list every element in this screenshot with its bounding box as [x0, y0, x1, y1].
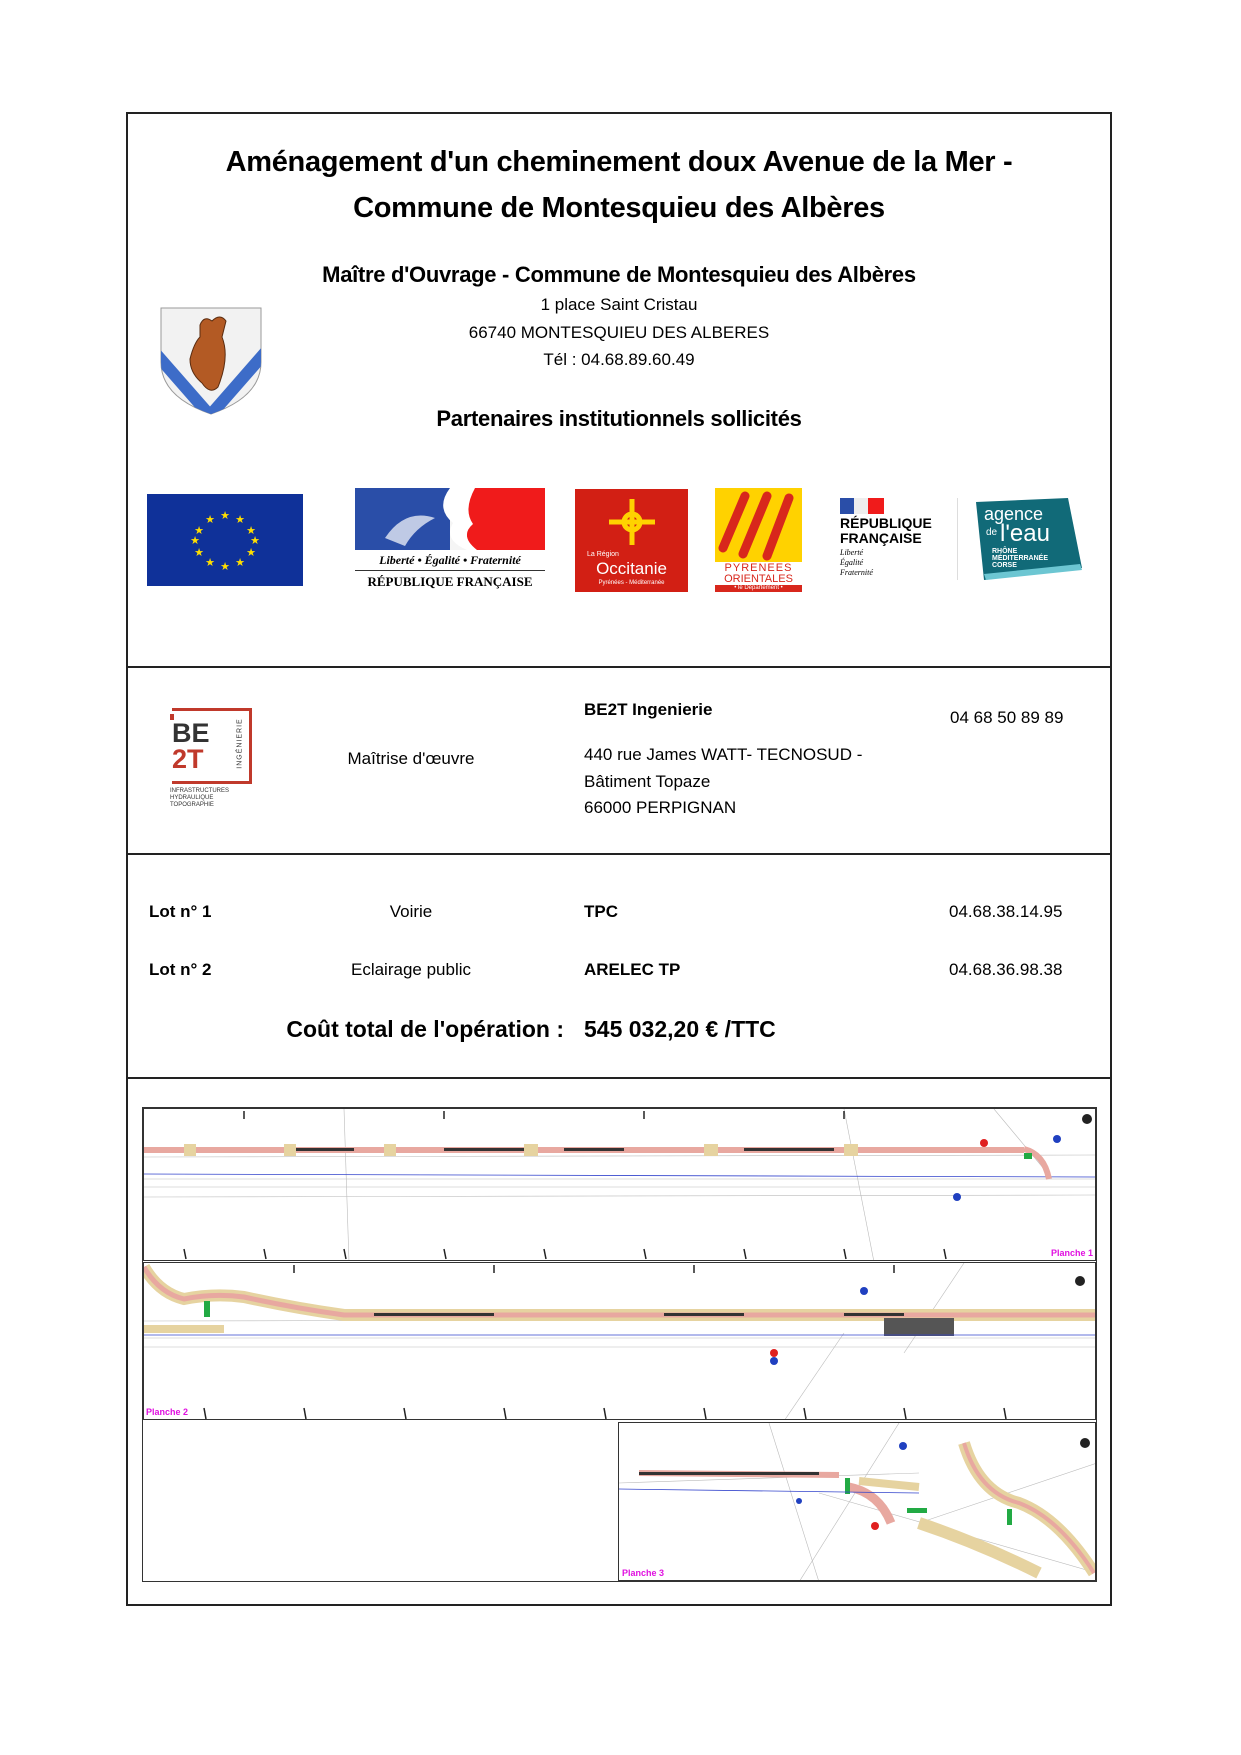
- rf-motto-2: Égalité: [840, 558, 864, 567]
- plan-label-1: Planche 1: [1050, 1248, 1093, 1258]
- document-frame: [126, 112, 1112, 1606]
- maitre-ouvrage-heading: Maître d'Ouvrage - Commune de Montesquie…: [322, 262, 916, 287]
- be2t-be: BE: [172, 718, 210, 748]
- marianne-republique: RÉPUBLIQUE FRANÇAISE: [367, 574, 533, 589]
- partners-heading: Partenaires institutionnels sollicités: [436, 406, 802, 431]
- be2t-sub-1: INFRASTRUCTURES: [170, 788, 230, 794]
- rf-motto-3: Fraternité: [840, 568, 873, 577]
- plan-label-3: Planche 3: [622, 1568, 665, 1578]
- po-line-2: ORIENTALES: [724, 573, 793, 585]
- svg-text:★: ★: [205, 514, 215, 526]
- svg-text:★: ★: [235, 514, 245, 526]
- divider: [126, 853, 1112, 855]
- svg-text:★: ★: [246, 525, 256, 537]
- plan-label-2: Planche 2: [146, 1407, 189, 1417]
- rf-motto-1: Liberté: [840, 548, 864, 557]
- svg-text:★: ★: [190, 535, 200, 547]
- plan-sheet-3: Planche 3: [618, 1422, 1096, 1581]
- marianne-logo: Liberté • Égalité • Fraternité RÉPUBLIQU…: [355, 488, 545, 594]
- marianne-motto: Liberté • Égalité • Fraternité: [355, 553, 545, 571]
- agence-region-2: MÉDITERRANÉE: [992, 555, 1049, 562]
- divider: [126, 1077, 1112, 1079]
- agence-eau-logo: agence de l'eau RHÔNE MÉDITERRANÉE CORSE: [972, 498, 1082, 580]
- svg-text:★: ★: [220, 510, 230, 522]
- occitanie-region: La Région: [587, 551, 619, 558]
- lot-type: Voirie: [389, 902, 433, 921]
- rf-line-1: RÉPUBLIQUE: [840, 515, 932, 531]
- agence-de: de: [986, 527, 998, 538]
- maitrise-company: BE2T Ingenierie: [584, 700, 713, 719]
- be2t-logo-frame: [172, 708, 252, 784]
- be2t-sub-2: HYDRAULIQUE: [170, 795, 214, 801]
- pyrenees-orientales-logo: PYRENEES ORIENTALES • le Département •: [715, 488, 802, 594]
- plan-drawing-3: [619, 1423, 1095, 1580]
- be2t-2t: 2T: [172, 744, 204, 774]
- maitrise-address-3: 66000 PERPIGNAN: [584, 798, 737, 817]
- be2t-sub-3: TOPOGRAPHIE: [170, 802, 214, 808]
- maitre-ouvrage-address-1: 1 place Saint Cristau: [540, 295, 698, 314]
- lot-number: Lot n° 1: [149, 902, 212, 921]
- svg-text:★: ★: [205, 557, 215, 569]
- svg-text:★: ★: [235, 557, 245, 569]
- maitrise-address-2: Bâtiment Topaze: [584, 772, 711, 791]
- logo-divider: [957, 498, 958, 580]
- maitre-ouvrage-address-2: 66740 MONTESQUIEU DES ALBERES: [468, 323, 770, 342]
- republique-francaise-logo: RÉPUBLIQUE FRANÇAISE Liberté Égalité Fra…: [840, 498, 950, 584]
- plan-sheet-1: Planche 1: [143, 1108, 1096, 1261]
- eu-flag-logo: ★ ★★★★★ ★★★★★★: [147, 494, 303, 586]
- maitrise-address-1: 440 rue James WATT- TECNOSUD -: [584, 745, 863, 764]
- agence-region-3: CORSE: [992, 562, 1017, 569]
- plan-sheet-2: Planche 2: [143, 1262, 1096, 1420]
- occitanie-logo: La Région Occitanie Pyrénées - Méditerra…: [575, 489, 688, 592]
- maitrise-phone: 04 68 50 89 89: [950, 708, 1064, 727]
- svg-text:★: ★: [194, 525, 204, 537]
- be2t-logo-corner: [170, 714, 174, 720]
- agence-region: RHÔNE MÉDITERRANÉE CORSE: [992, 548, 1048, 569]
- be2t-logo: BE 2T INGÉNIERIE INFRASTRUCTURES HYDRAUL…: [170, 708, 260, 812]
- occitan-cross-icon: [609, 499, 655, 545]
- agence-eau-word: l'eau: [1000, 520, 1050, 547]
- title-line-2: Commune de Montesquieu des Albères: [353, 192, 885, 224]
- occitanie-sub: Pyrénées - Méditerranée: [598, 580, 665, 586]
- svg-text:★: ★: [246, 547, 256, 559]
- title-line-1: Aménagement d'un cheminement doux Avenue…: [225, 146, 1013, 178]
- commune-crest-logo: [160, 307, 262, 415]
- maitre-ouvrage-phone: Tél : 04.68.89.60.49: [543, 350, 695, 369]
- svg-text:★: ★: [250, 535, 260, 547]
- lot-phone: 04.68.36.98.38: [949, 960, 1063, 979]
- po-line-3: • le Département •: [715, 585, 802, 592]
- maitrise-role: Maîtrise d'œuvre: [347, 749, 475, 768]
- divider: [126, 666, 1112, 668]
- po-line-1: PYRENEES: [724, 562, 793, 574]
- lot-number: Lot n° 2: [149, 960, 212, 979]
- plan-empty-area: [143, 1422, 618, 1581]
- svg-text:★: ★: [194, 547, 204, 559]
- agence-word: agence: [984, 504, 1044, 524]
- lot-phone: 04.68.38.14.95: [949, 902, 1063, 921]
- plan-drawing-2: [144, 1263, 1095, 1419]
- lot-company: TPC: [584, 902, 618, 921]
- cost-value: 545 032,20 € /TTC: [584, 1016, 776, 1042]
- agence-region-1: RHÔNE: [992, 548, 1018, 555]
- rf-line-2: FRANÇAISE: [840, 530, 922, 546]
- cost-label: Coût total de l'opération :: [286, 1016, 564, 1042]
- lot-type: Eclairage public: [350, 960, 471, 979]
- plan-drawing-1: [144, 1109, 1095, 1260]
- be2t-side-text: INGÉNIERIE: [236, 718, 244, 769]
- svg-text:★: ★: [220, 561, 230, 573]
- lot-company: ARELEC TP: [584, 960, 681, 979]
- occitanie-name: Occitanie: [596, 559, 667, 578]
